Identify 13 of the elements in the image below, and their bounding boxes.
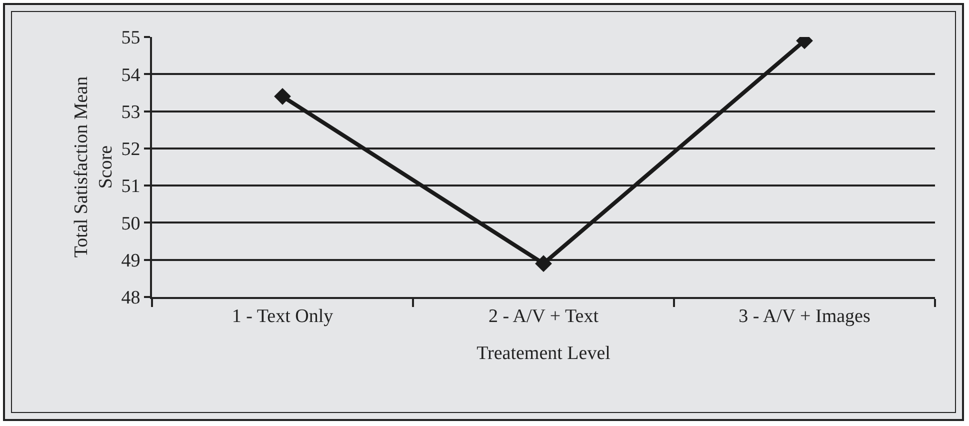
x-tick-label: 3 - A/V + Images: [738, 306, 870, 327]
y-tick-label: 54: [121, 64, 141, 86]
y-tick-label: 48: [121, 288, 140, 309]
y-tick-label: 55: [121, 28, 140, 49]
x-axis-title: Treatement Level: [476, 343, 610, 364]
x-tick-label: 2 - A/V + Text: [488, 306, 600, 327]
y-axis-title: Total Satisfaction Mean Score: [70, 76, 117, 258]
y-tick-label: 53: [121, 102, 140, 123]
y-tick-label: 49: [121, 250, 140, 272]
y-tick-label: 50: [121, 213, 140, 234]
y-tick-label: 52: [121, 139, 140, 160]
x-tick-label: 1 - Text Only: [232, 306, 334, 327]
y-tick-label: 51: [121, 176, 140, 198]
